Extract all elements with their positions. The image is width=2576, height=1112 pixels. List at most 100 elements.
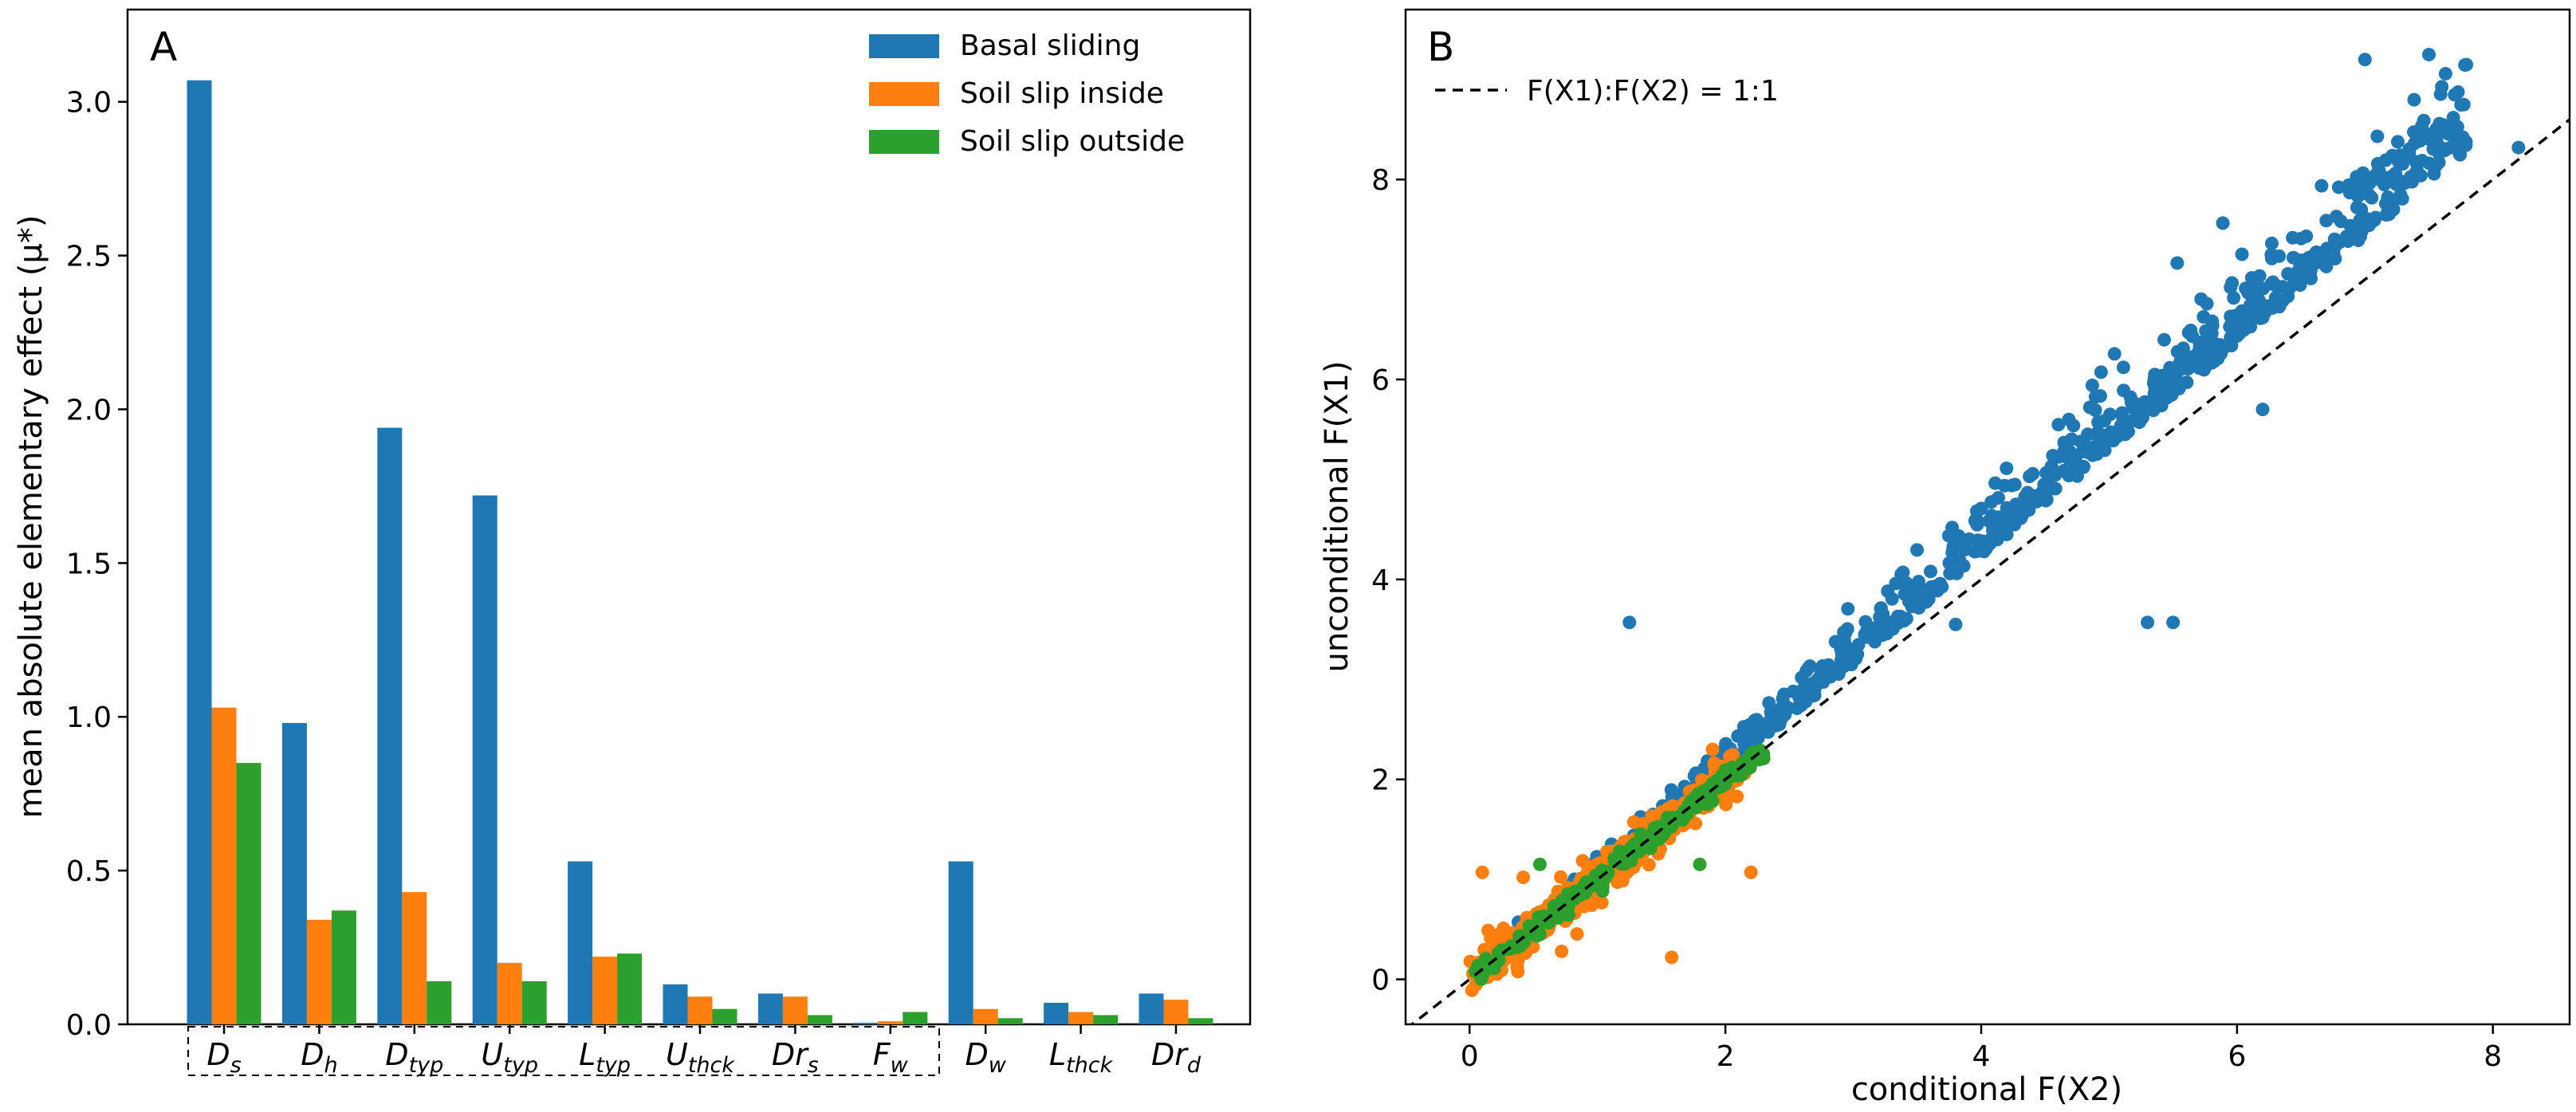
- data-point: [1772, 717, 1787, 732]
- data-point: [1899, 576, 1913, 590]
- data-point: [2350, 225, 2364, 239]
- data-point: [2381, 191, 2395, 205]
- panel-b-x-axis: 0 2 4 6 8: [1461, 1024, 2502, 1073]
- data-point: [2372, 165, 2386, 179]
- data-point: [1742, 717, 1756, 732]
- panel-b-y-axis-label: unconditional F(X1): [1319, 360, 1355, 672]
- data-point: [2351, 190, 2366, 204]
- data-point: [2370, 129, 2385, 143]
- data-point: [2224, 281, 2238, 295]
- data-point: [1913, 594, 1927, 608]
- data-point: [2441, 127, 2456, 141]
- data-point: [1970, 517, 1984, 532]
- data-point: [2088, 390, 2102, 404]
- panel-b-y-axis: 0 2 4 6 8: [1371, 164, 1406, 997]
- panel-b-x-axis-label: conditional F(X2): [1851, 1071, 2122, 1108]
- bar: [568, 861, 593, 1024]
- bar: [1068, 1012, 1094, 1024]
- data-point: [2417, 113, 2431, 128]
- data-point: [1974, 501, 1988, 516]
- data-point: [1697, 785, 1711, 800]
- panel-b-letter: B: [1427, 24, 1454, 70]
- data-point: [2067, 449, 2082, 463]
- x-tick-label: Dtyp: [385, 1037, 443, 1078]
- legend-label: Soil slip outside: [960, 125, 1185, 158]
- data-point: [1723, 749, 1737, 764]
- bar: [903, 1012, 928, 1024]
- x-tick-label: 6: [2228, 1040, 2246, 1073]
- data-point: [2319, 214, 2334, 228]
- data-point: [2000, 527, 2014, 541]
- data-point: [1693, 857, 1707, 871]
- legend-reference-line-label: F(X1):F(X2) = 1:1: [1527, 75, 1779, 108]
- bar: [782, 996, 808, 1024]
- x-tick-label: Fw: [873, 1037, 909, 1078]
- data-point: [1930, 584, 1945, 598]
- data-point: [1781, 701, 1795, 715]
- data-point: [2050, 466, 2064, 480]
- x-tick-label: 2: [1717, 1040, 1735, 1073]
- data-point: [2086, 444, 2101, 458]
- y-tick-label: 6: [1371, 364, 1390, 397]
- data-point: [2454, 97, 2468, 112]
- data-point: [2432, 146, 2446, 160]
- data-point: [2303, 271, 2318, 285]
- data-point: [2358, 176, 2373, 191]
- bar: [878, 1021, 903, 1024]
- data-point: [2051, 418, 2066, 432]
- data-point: [1595, 866, 1609, 881]
- panel-a-y-axis: 0.0 0.5 1.0 1.5 2.0 2.5 3.0: [66, 87, 128, 1042]
- x-tick-label: 8: [2484, 1040, 2502, 1073]
- boxed-group-indicator: [187, 1026, 940, 1076]
- data-point: [1730, 789, 1744, 804]
- x-tick-label-subscript: typ: [409, 1053, 444, 1078]
- x-tick-label-main: D: [385, 1037, 408, 1072]
- data-point: [2098, 414, 2112, 428]
- data-point: [1664, 783, 1678, 797]
- data-point: [2106, 434, 2121, 448]
- data-point: [2459, 138, 2473, 152]
- data-point: [2264, 236, 2279, 250]
- data-point: [2407, 92, 2421, 107]
- data-point: [2358, 53, 2372, 67]
- x-tick-label-subscript: s: [808, 1053, 819, 1078]
- data-point: [1532, 857, 1547, 871]
- data-point: [1942, 556, 1957, 570]
- data-point: [2283, 281, 2297, 295]
- data-point: [1923, 564, 1937, 579]
- data-point: [1642, 858, 1656, 872]
- data-point: [2107, 347, 2122, 361]
- bar: [402, 892, 427, 1024]
- data-point: [1898, 587, 1912, 601]
- x-tick-label-main: L: [579, 1037, 596, 1072]
- y-tick-label: 2: [1371, 764, 1390, 797]
- bar: [663, 984, 688, 1024]
- y-tick-label: 2.5: [66, 241, 112, 273]
- bar: [187, 80, 212, 1024]
- data-point: [2331, 180, 2346, 195]
- data-point: [2395, 191, 2409, 206]
- bar: [331, 910, 356, 1024]
- data-point: [1577, 899, 1591, 914]
- x-tick-label: Ds: [206, 1037, 241, 1078]
- bar: [236, 763, 262, 1024]
- data-point: [1705, 742, 1720, 756]
- bar: [211, 707, 237, 1024]
- x-tick-label: Uthck: [666, 1037, 735, 1078]
- data-point: [1889, 576, 1903, 591]
- data-point: [2390, 135, 2405, 149]
- x-tick-label-main: U: [666, 1037, 688, 1072]
- data-point: [1665, 950, 1679, 965]
- data-point: [2141, 615, 2155, 630]
- data-point: [2176, 341, 2190, 356]
- bar: [427, 980, 452, 1024]
- data-point: [1487, 961, 1501, 976]
- data-point: [1762, 696, 1776, 710]
- x-tick-label-main: D: [966, 1037, 989, 1072]
- x-tick-label: Ltyp: [579, 1037, 631, 1078]
- data-point: [1979, 541, 1993, 556]
- data-point: [2228, 316, 2243, 331]
- data-point: [2406, 168, 2421, 183]
- data-point: [1992, 510, 2006, 525]
